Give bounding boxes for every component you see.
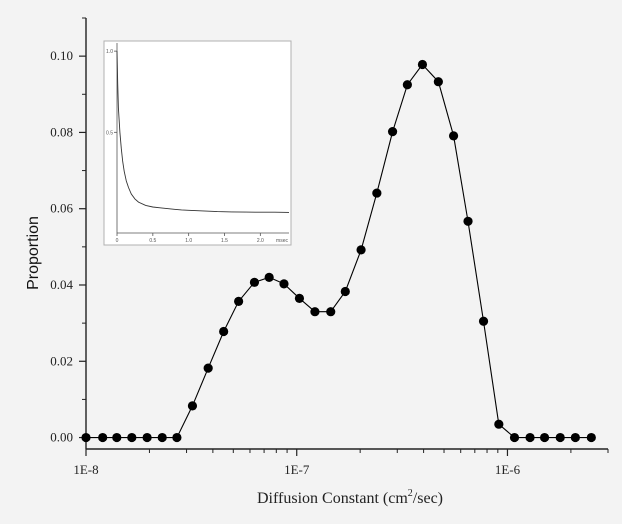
data-point [81,432,91,443]
main-axes: 1E-8 1E-7 1E-6 0.00 0.02 0.04 0.06 0.08 0.10 [50,17,609,477]
y-tick-label: 0.06 [50,201,73,216]
y-tick-label: 0.04 [50,277,73,292]
y-tick-label: 0.02 [50,353,73,368]
x-tick-label: 1E-7 [284,462,310,477]
data-point [127,432,137,443]
data-point [264,272,274,282]
data-point [203,363,213,373]
series-line [86,63,592,439]
inset-x-tick-label: 0 [116,238,119,244]
inset-x-tick-label: 2.0 [257,238,264,244]
data-point [478,316,489,326]
inset-x-unit-label: msec [276,238,288,244]
data-point [570,432,580,443]
main-series [81,59,596,443]
data-point [372,188,382,198]
inset-frame [103,40,292,246]
y-tick-label: 0.10 [50,48,73,63]
data-point [509,432,520,443]
y-tick-label: 0.08 [50,124,73,139]
y-tick-label: 0.00 [50,430,73,445]
data-point [310,307,320,317]
data-point [219,326,229,337]
inset-chart: 0 0.5 1.0 1.5 2.0 msec 0.5 1.0 [103,40,292,246]
data-point [555,432,565,443]
x-tick-label: 1E-6 [495,462,521,477]
data-point [539,432,550,443]
inset-y-tick-label: 1.0 [106,49,113,55]
data-point [157,432,167,443]
data-point [433,77,443,87]
y-axis-label: Proportion [25,216,42,290]
data-point [340,286,350,297]
data-point [525,432,535,443]
inset-y-tick-label: 0.5 [106,130,113,136]
data-point [112,432,122,443]
data-point [234,296,244,306]
data-point [448,131,459,141]
inset-decay-line [116,51,290,213]
x-tick-label: 1E-8 [73,462,98,477]
data-point [279,279,289,289]
data-point [142,432,152,443]
data-point [586,432,596,443]
data-point [172,432,182,443]
inset-x-tick-label: 0.5 [149,238,156,244]
data-point [187,401,198,411]
data-point [326,307,336,317]
data-point [463,216,473,226]
data-point [294,293,305,303]
data-point [402,80,412,90]
x-axis-label: Diffusion Constant (cm2/sec) [257,488,443,507]
data-point [249,277,260,287]
data-point [494,419,504,429]
data-point [387,127,398,137]
data-point [356,245,366,255]
data-point [98,432,108,443]
inset-x-tick-label: 1.0 [185,238,192,244]
inset-x-tick-label: 1.5 [221,238,228,244]
data-point [417,59,428,70]
